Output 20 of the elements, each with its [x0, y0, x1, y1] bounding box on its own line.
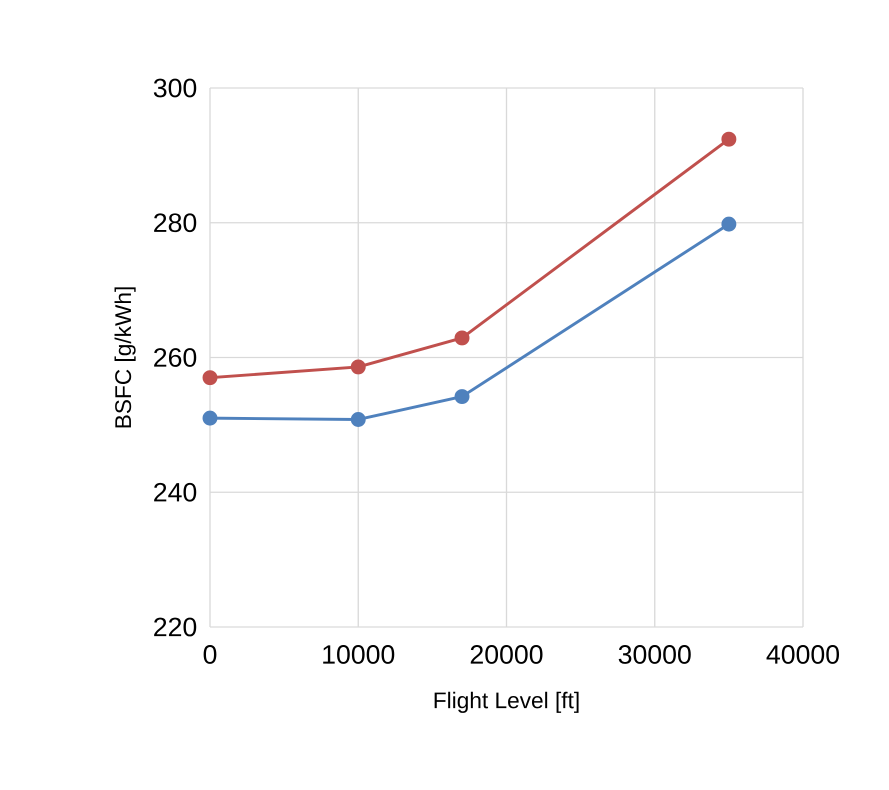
x-tick-label: 30000	[618, 645, 691, 664]
y-axis-title: BSFC [g/kWh]	[114, 287, 136, 428]
point	[350, 412, 366, 427]
point	[202, 370, 218, 386]
y-tick-label: 220	[154, 618, 196, 636]
x-axis-title: Flight Level [ft]	[434, 692, 579, 713]
x-tick-label: 10000	[323, 645, 394, 664]
point	[454, 389, 470, 404]
point	[350, 359, 366, 374]
point	[202, 410, 218, 426]
y-tick-label: 260	[154, 348, 196, 367]
point	[454, 330, 470, 346]
x-tick-label: 0	[204, 645, 216, 664]
x-tick-label: 20000	[470, 645, 543, 664]
point	[721, 132, 736, 147]
y-tick-label: 280	[154, 213, 196, 232]
x-tick-label: 40000	[766, 645, 840, 664]
y-tick-label: 240	[154, 482, 196, 502]
point	[721, 216, 736, 232]
y-tick-label: 300	[154, 78, 196, 98]
